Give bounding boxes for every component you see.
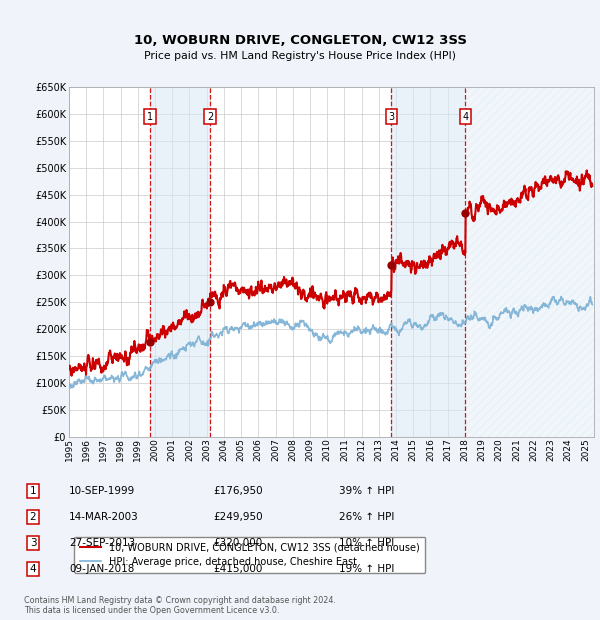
Text: £176,950: £176,950 bbox=[213, 486, 263, 496]
Text: 3: 3 bbox=[388, 112, 394, 122]
Text: £415,000: £415,000 bbox=[213, 564, 262, 574]
Text: £320,000: £320,000 bbox=[213, 538, 262, 548]
Text: 10-SEP-1999: 10-SEP-1999 bbox=[69, 486, 135, 496]
Text: 4: 4 bbox=[29, 564, 37, 574]
Bar bbox=[391, 87, 466, 437]
Text: 1: 1 bbox=[29, 486, 37, 496]
Text: 4: 4 bbox=[463, 112, 469, 122]
Text: Contains HM Land Registry data © Crown copyright and database right 2024.
This d: Contains HM Land Registry data © Crown c… bbox=[24, 596, 336, 615]
Text: 2: 2 bbox=[29, 512, 37, 522]
Text: 27-SEP-2013: 27-SEP-2013 bbox=[69, 538, 135, 548]
Text: 14-MAR-2003: 14-MAR-2003 bbox=[69, 512, 139, 522]
Bar bbox=[466, 87, 594, 437]
Text: £249,950: £249,950 bbox=[213, 512, 263, 522]
Text: Price paid vs. HM Land Registry's House Price Index (HPI): Price paid vs. HM Land Registry's House … bbox=[144, 51, 456, 61]
Text: 10, WOBURN DRIVE, CONGLETON, CW12 3SS: 10, WOBURN DRIVE, CONGLETON, CW12 3SS bbox=[133, 35, 467, 47]
Text: 19% ↑ HPI: 19% ↑ HPI bbox=[339, 564, 394, 574]
Text: 09-JAN-2018: 09-JAN-2018 bbox=[69, 564, 134, 574]
Text: 10% ↑ HPI: 10% ↑ HPI bbox=[339, 538, 394, 548]
Text: 26% ↑ HPI: 26% ↑ HPI bbox=[339, 512, 394, 522]
Text: 3: 3 bbox=[29, 538, 37, 548]
Text: 2: 2 bbox=[207, 112, 213, 122]
Bar bbox=[466, 87, 594, 437]
Text: 39% ↑ HPI: 39% ↑ HPI bbox=[339, 486, 394, 496]
Legend: 10, WOBURN DRIVE, CONGLETON, CW12 3SS (detached house), HPI: Average price, deta: 10, WOBURN DRIVE, CONGLETON, CW12 3SS (d… bbox=[74, 536, 425, 573]
Text: 1: 1 bbox=[146, 112, 153, 122]
Bar bbox=[150, 87, 210, 437]
